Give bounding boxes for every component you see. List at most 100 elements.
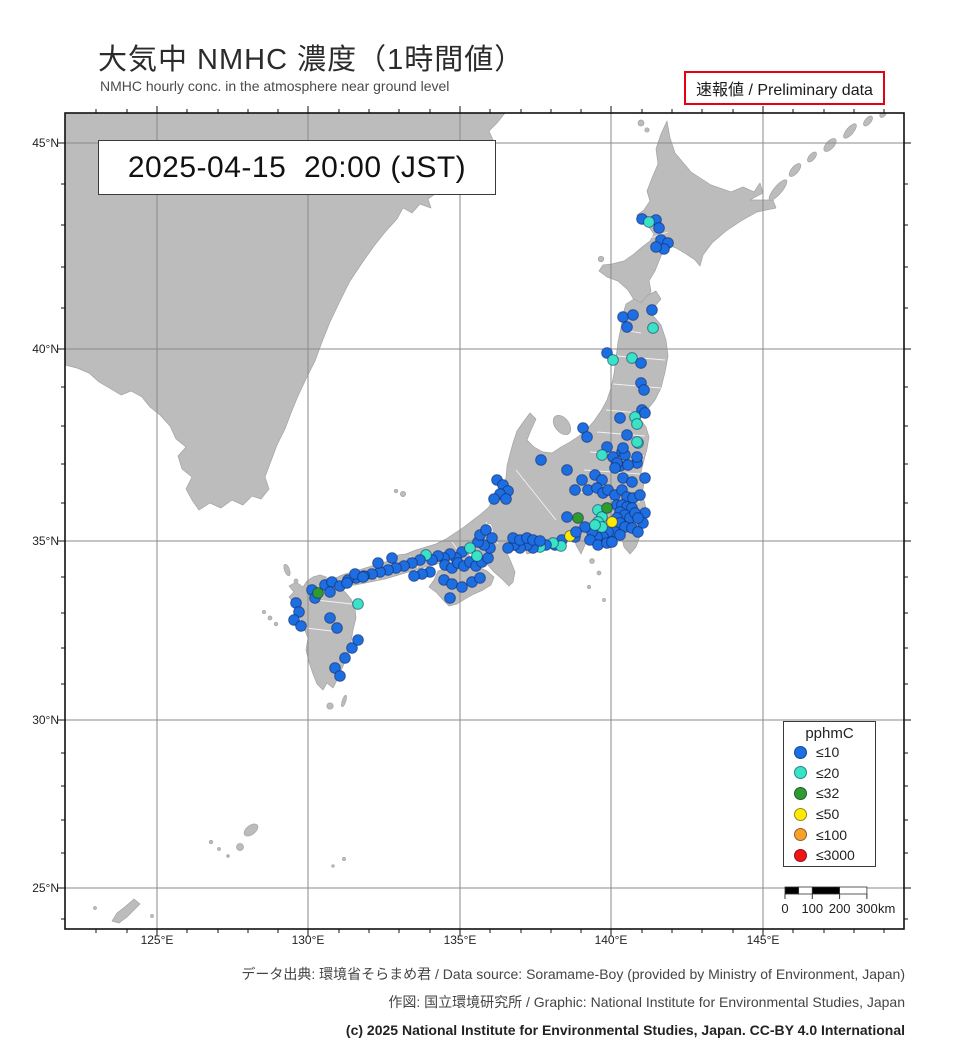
scalebar-segment: [811, 886, 840, 895]
page-subtitle: NMHC hourly conc. in the atmosphere near…: [100, 78, 450, 94]
station-dot: [614, 529, 626, 541]
station-dot: [324, 586, 336, 598]
station-dot: [639, 407, 651, 419]
station-dot: [627, 309, 639, 321]
legend-dot-r: [794, 848, 807, 862]
scalebar-segment: [798, 886, 813, 895]
timestamp-box: 2025-04-15 20:00 (JST): [98, 140, 496, 195]
station-dot: [606, 516, 618, 528]
legend-label: ≤3000: [816, 847, 855, 864]
station-dot: [569, 484, 581, 496]
lat-axis-label: 25°N: [32, 881, 59, 895]
station-dot: [561, 511, 573, 523]
station-dot: [372, 557, 384, 569]
station-dot: [576, 474, 588, 486]
station-dot: [653, 222, 665, 234]
station-dots: [288, 213, 674, 682]
page-title: 大気中 NMHC 濃度（1時間値）: [98, 44, 525, 76]
station-dot: [621, 429, 633, 441]
lon-axis-label: 130°E: [291, 933, 325, 947]
legend-row: ≤20: [784, 763, 875, 784]
station-dot: [614, 412, 626, 424]
station-dot: [631, 436, 643, 448]
scalebar-tick-label: 300: [856, 901, 878, 916]
legend-dot-y: [794, 807, 807, 821]
legend-row: ≤100: [784, 824, 875, 845]
scalebar-graphic: [784, 886, 868, 899]
lon-axis-label: 145°E: [746, 933, 780, 947]
station-dot: [589, 519, 601, 531]
legend-box: pphmC ≤10 ≤20 ≤32 ≤50 ≤100 ≤3000: [783, 721, 876, 867]
station-dot: [346, 642, 358, 654]
scalebar-tick-label: 100: [801, 901, 824, 916]
legend-dot-b: [794, 745, 807, 759]
lat-axis-label: 45°N: [32, 136, 59, 150]
station-dot: [357, 571, 369, 583]
station-dot: [626, 476, 638, 488]
station-dot: [626, 352, 638, 364]
legend-label: ≤10: [816, 744, 840, 761]
station-dot: [631, 451, 643, 463]
station-dot: [295, 620, 307, 632]
station-dot: [502, 542, 514, 554]
station-dot: [650, 241, 662, 253]
station-dot: [647, 322, 659, 334]
station-dot: [312, 587, 324, 599]
legend-dot-c: [794, 766, 807, 780]
legend-row: ≤50: [784, 804, 875, 825]
scalebar-tick-label: 200: [828, 901, 851, 916]
station-dot: [639, 472, 651, 484]
legend-label: ≤100: [816, 826, 848, 843]
station-dot: [480, 524, 492, 536]
lon-axis-label: 135°E: [443, 933, 477, 947]
scalebar-segment: [839, 886, 868, 895]
station-dot: [534, 535, 546, 547]
kyushu: [288, 574, 357, 691]
scalebar-segment: [784, 886, 800, 895]
lat-axis-label: 30°N: [32, 713, 59, 727]
station-dot: [632, 526, 644, 538]
station-dot: [581, 431, 593, 443]
scalebar-unit-label: km: [878, 901, 896, 916]
station-dot: [570, 526, 582, 538]
station-dot: [643, 216, 655, 228]
footer-source-line: データ出典: 環境省そらまめ君 / Data source: Soramame-…: [241, 966, 905, 982]
legend-items: ≤10 ≤20 ≤32 ≤50 ≤100 ≤3000: [784, 742, 875, 866]
station-dot: [488, 493, 500, 505]
station-dot: [352, 634, 364, 646]
station-dot: [464, 542, 476, 554]
station-dot: [386, 552, 398, 564]
station-dot: [535, 454, 547, 466]
station-dot: [607, 354, 619, 366]
lat-axis-label: 35°N: [32, 534, 59, 548]
small-islands: [93, 119, 650, 924]
map-frame: [64, 112, 905, 930]
lon-axis-label: 125°E: [140, 933, 174, 947]
station-dot: [622, 459, 634, 471]
legend-row: ≤10: [784, 742, 875, 763]
station-dot: [606, 536, 618, 548]
station-dot: [456, 581, 468, 593]
station-dot: [631, 418, 643, 430]
station-dot: [324, 612, 336, 624]
footer: データ出典: 環境省そらまめ君 / Data source: Soramame-…: [241, 961, 905, 1045]
station-dot: [561, 464, 573, 476]
legend-label: ≤50: [816, 806, 840, 823]
station-dot: [596, 449, 608, 461]
legend-row: ≤32: [784, 783, 875, 804]
graticule-lines: [65, 113, 904, 929]
station-dot: [408, 570, 420, 582]
station-dot: [471, 550, 483, 562]
station-dot: [632, 512, 644, 524]
legend-dot-o: [794, 828, 807, 842]
station-dot: [621, 321, 633, 333]
station-dot: [638, 384, 650, 396]
station-dot: [601, 502, 613, 514]
footer-copyright-line: (c) 2025 National Institute for Environm…: [345, 1022, 905, 1038]
footer-graphic-line: 作図: 国立環境研究所 / Graphic: National Institut…: [388, 993, 905, 1010]
station-dot: [339, 652, 351, 664]
station-dot: [474, 572, 486, 584]
station-dot: [334, 670, 346, 682]
station-dot: [572, 512, 584, 524]
